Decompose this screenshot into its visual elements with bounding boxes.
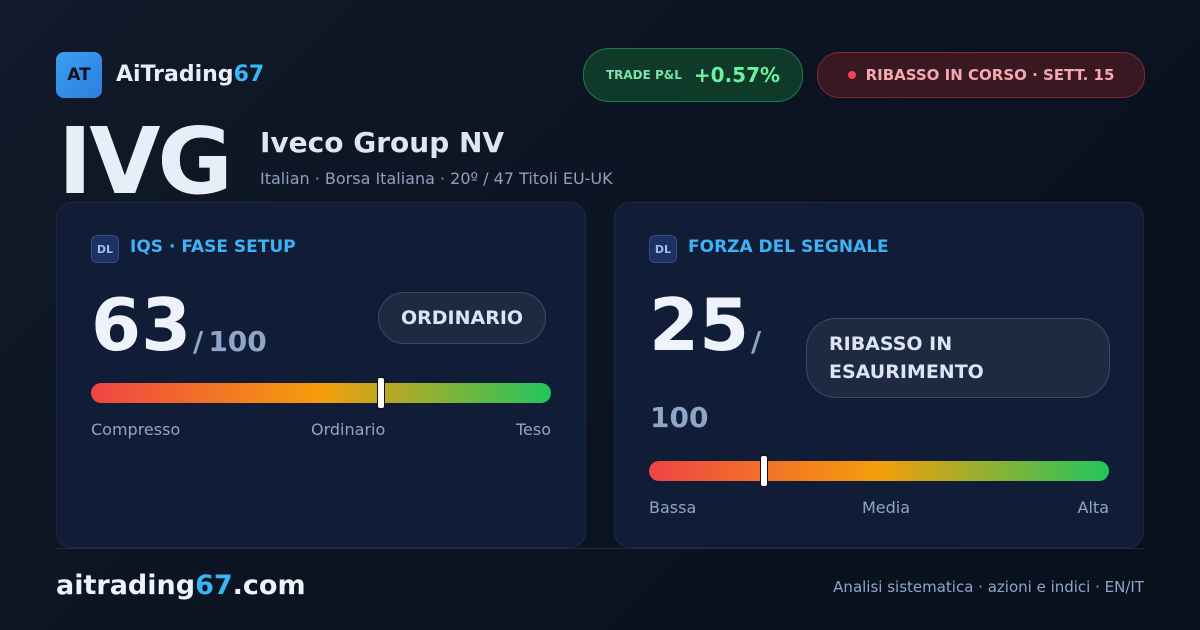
site-tld: .com bbox=[232, 570, 306, 601]
status-text: RIBASSO IN CORSO · SETT. 15 bbox=[865, 66, 1115, 84]
pnl-label: TRADE P&L bbox=[605, 68, 682, 82]
gauge-label: Bassa bbox=[649, 498, 697, 517]
level-pill: RIBASSO IN ESAURIMENTO bbox=[806, 318, 1110, 398]
card-tag: DL bbox=[91, 235, 119, 263]
card-tag: DL bbox=[649, 235, 677, 263]
brand-accent: 67 bbox=[233, 62, 265, 87]
gauge-marker bbox=[376, 377, 385, 409]
gauge-bar bbox=[649, 455, 1109, 487]
pnl-value: +0.57% bbox=[693, 63, 781, 87]
pnl-badge: TRADE P&L +0.57% bbox=[583, 48, 803, 102]
gauge-bar bbox=[91, 377, 551, 409]
site-accent: 67 bbox=[195, 570, 233, 601]
brand-name: AiTrading bbox=[116, 62, 234, 87]
site-name: aitrading bbox=[56, 570, 196, 601]
status-dot bbox=[847, 71, 856, 79]
score-max: 100 bbox=[208, 325, 267, 358]
score-separator: / bbox=[751, 325, 762, 358]
score-separator: / bbox=[193, 325, 204, 358]
gauge-label: Media bbox=[862, 498, 911, 517]
logo: AT bbox=[56, 52, 102, 98]
brand: AiTrading67 bbox=[116, 62, 264, 87]
card-title: IQS · FASE SETUP bbox=[130, 237, 296, 257]
score: 25 bbox=[649, 283, 750, 367]
tagline: Analisi sistematica · azioni e indici · … bbox=[833, 578, 1144, 596]
gauge-label: Compresso bbox=[91, 420, 181, 439]
gauge-label: Alta bbox=[1077, 498, 1109, 517]
site-url: aitrading67.com bbox=[56, 570, 306, 601]
ticker-symbol: IVG bbox=[58, 108, 233, 215]
score-scale: / 100 bbox=[193, 325, 267, 358]
card-title: FORZA DEL SEGNALE bbox=[688, 237, 889, 257]
divider bbox=[56, 548, 1144, 549]
gauge-card: DL IQS · FASE SETUP 63 / 100 ORDINARIO C… bbox=[56, 202, 586, 548]
gauge-label: Ordinario bbox=[311, 420, 386, 439]
company-name: Iveco Group NV bbox=[260, 126, 505, 159]
company-details: Italian · Borsa Italiana · 20º / 47 Tito… bbox=[260, 169, 613, 188]
status-badge: RIBASSO IN CORSO · SETT. 15 bbox=[817, 52, 1145, 98]
gauge-card: DL FORZA DEL SEGNALE 25 / 100 RIBASSO IN… bbox=[614, 202, 1144, 548]
gauge-marker bbox=[760, 455, 768, 487]
gauge-label: Teso bbox=[515, 420, 551, 439]
level-pill: ORDINARIO bbox=[378, 292, 547, 344]
score: 63 bbox=[91, 283, 192, 367]
score-max: 100 bbox=[650, 401, 709, 434]
